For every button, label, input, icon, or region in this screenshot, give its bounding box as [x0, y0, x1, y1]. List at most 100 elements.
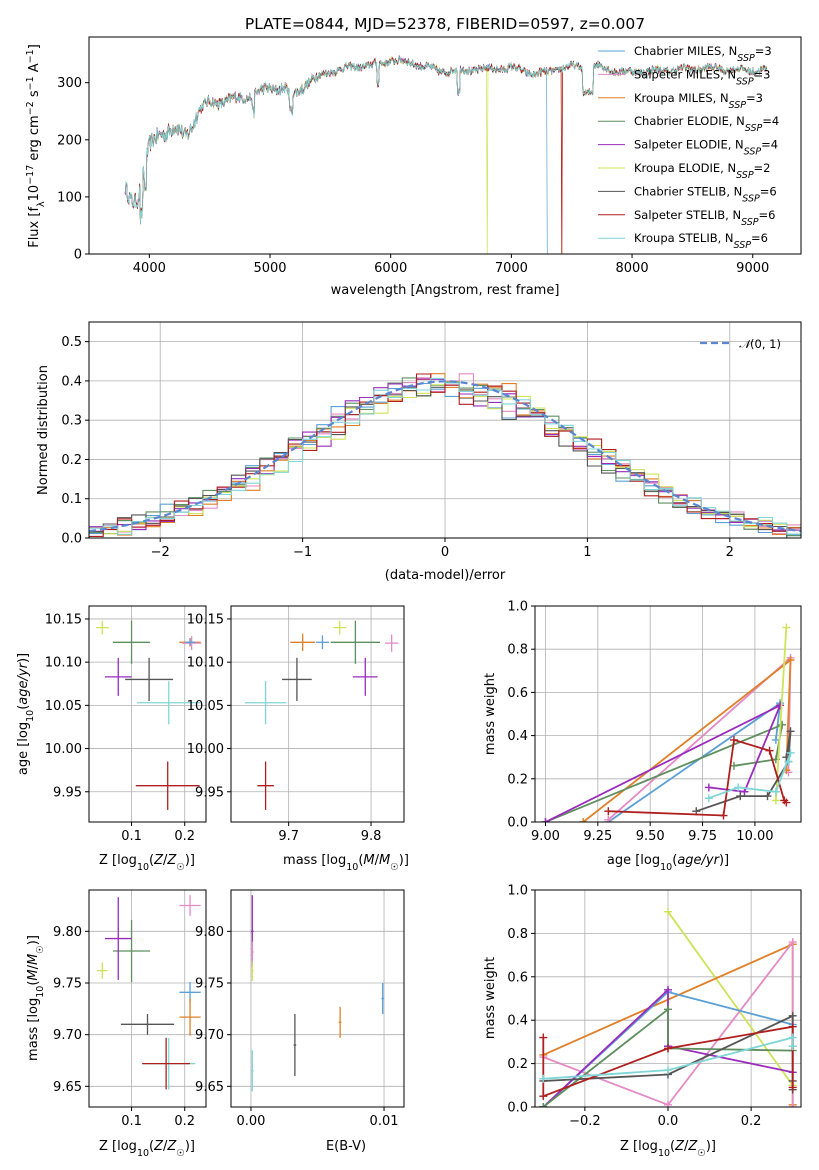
weight-marker — [604, 815, 613, 822]
label-part: age [log — [607, 853, 660, 868]
legend-entry: Kroupa MILES, NSSP=3 — [634, 91, 763, 111]
label-part: )] — [706, 1139, 716, 1154]
weight-marker — [786, 727, 795, 736]
axes-frame — [88, 36, 802, 255]
weight-marker — [782, 623, 791, 632]
label-part: =3 — [754, 67, 771, 81]
weight-marker — [541, 818, 550, 822]
y-tick-label: 9.80 — [195, 925, 224, 940]
weight-marker — [763, 792, 772, 801]
label-part: Z — [153, 853, 164, 868]
normal-curve — [89, 380, 801, 533]
x-tick-label: 9000 — [736, 261, 769, 276]
label-part: M — [26, 954, 41, 965]
label-part: Kroupa ELODIE, N — [634, 161, 736, 175]
label-part: ( — [26, 981, 41, 986]
y-tick-label: 0.8 — [507, 643, 528, 658]
y-tick-label: 0.4 — [507, 1014, 528, 1029]
y-tick-label: 0.2 — [61, 453, 82, 468]
label-part: =6 — [751, 231, 768, 245]
label-part: Z — [687, 1139, 698, 1154]
x-tick-label: 9.75 — [688, 829, 717, 844]
label-part: =2 — [754, 161, 771, 175]
weight-line — [775, 627, 788, 801]
x-axis-label: Z [log10(Z/Z☉)] — [99, 1139, 195, 1159]
panel-2: −2 −1 0 1 2 0.0 0.1 0.2 0.3 0.4 0.5 (data-model)/er… — [36, 321, 802, 583]
label-part: age/yr — [16, 661, 31, 704]
label-part: =3 — [746, 91, 763, 105]
axes-frame — [88, 889, 207, 1108]
label-part: 10 — [660, 862, 672, 873]
legend-entry: Salpeter STELIB, NSSP=6 — [634, 208, 775, 228]
label-part: −17 — [25, 165, 36, 185]
weight-marker — [788, 1033, 797, 1042]
weight-marker — [778, 720, 787, 729]
label-part: 10 — [27, 185, 42, 202]
label-part: −1 — [25, 49, 36, 63]
legend-entry: Kroupa ELODIE, NSSP=2 — [634, 161, 771, 181]
x-tick-label: 1 — [583, 545, 591, 560]
x-tick-label: 9.50 — [636, 829, 665, 844]
gridlines — [89, 890, 206, 1107]
label-part: ☉ — [390, 862, 399, 873]
label-part: =4 — [762, 114, 779, 128]
weight-marker — [729, 761, 738, 770]
y-tick-label: 10.10 — [45, 656, 82, 671]
axes-frame — [88, 321, 802, 539]
label-part: Z — [166, 1139, 177, 1154]
label-part: / — [26, 964, 41, 969]
weight-marker — [784, 757, 793, 766]
x-tick-label: 0.2 — [174, 829, 195, 844]
weight-marker — [664, 1066, 672, 1075]
gridlines — [231, 890, 404, 1107]
weight-marker — [786, 748, 795, 757]
panel-6: 0.1 0.29.659.709.759.80Z [log10(Z/Z☉)]mas… — [26, 889, 207, 1159]
y-axis-label: mass weight — [483, 957, 498, 1039]
x-tick-label: 9.8 — [361, 829, 382, 844]
label-part: ( — [672, 853, 677, 868]
y-tick-label: 1.0 — [507, 600, 528, 615]
panel-4: 9.7 9.8 9.95 10.00 10.05 10.10 10.15 mass [log1… — [187, 605, 409, 873]
label-part: −1 — [25, 76, 36, 90]
legend-entry: Chabrier MILES, NSSP=3 — [634, 44, 772, 64]
x-tick-label: 8000 — [616, 261, 649, 276]
y-tick-label: 10.05 — [187, 699, 224, 714]
panel-5: 9.00 9.25 9.50 9.75 10.00 0.0 0.2 0.4 0.6 0.8 1.0 a… — [483, 600, 802, 873]
x-tick-label: 0.1 — [121, 1114, 142, 1129]
label-part: Z — [674, 1139, 685, 1154]
x-tick-label: 5000 — [253, 261, 286, 276]
axes-frame — [534, 889, 802, 1108]
x-tick-label: 9.7 — [278, 829, 299, 844]
x-tick-label: 0.2 — [741, 1114, 762, 1129]
label-part: SSP — [729, 99, 747, 110]
label-part: =6 — [759, 208, 776, 222]
label-part: / — [375, 853, 380, 868]
label-part: ☉ — [697, 1148, 706, 1159]
gridlines — [89, 606, 206, 822]
x-tick-label: 4000 — [133, 261, 166, 276]
axes-frame — [230, 889, 405, 1108]
label-part: )] — [16, 653, 31, 663]
spectrum-line — [124, 55, 768, 225]
y-tick-label: 10.00 — [187, 742, 224, 757]
y-tick-label: 10.05 — [45, 699, 82, 714]
label-part: A — [27, 63, 42, 76]
x-tick-label: −0.2 — [569, 1114, 601, 1129]
panel-1: 4000 5000 6000 7000 8000 9000 0 100 200 300 PLATE=… — [25, 15, 802, 298]
weight-marker — [736, 792, 745, 801]
plot-area — [124, 54, 768, 254]
x-tick-label: 9.00 — [531, 829, 560, 844]
label-part: SSP — [741, 216, 759, 227]
legend-entry: Chabrier ELODIE, NSSP=4 — [634, 114, 779, 134]
weight-marker — [704, 794, 713, 803]
weight-marker — [776, 701, 785, 710]
label-part: 10 — [346, 862, 358, 873]
y-tick-label: 9.80 — [53, 925, 82, 940]
x-tick-label: −2 — [151, 545, 170, 560]
y-axis-label: Normed distribution — [36, 365, 51, 495]
y-tick-label: 9.95 — [53, 785, 82, 800]
label-part: )] — [26, 935, 41, 945]
x-tick-label: 0.0 — [658, 1114, 679, 1129]
y-tick-label: 9.65 — [53, 1080, 82, 1095]
x-axis-label: mass [log10(M/M☉)] — [283, 853, 409, 873]
